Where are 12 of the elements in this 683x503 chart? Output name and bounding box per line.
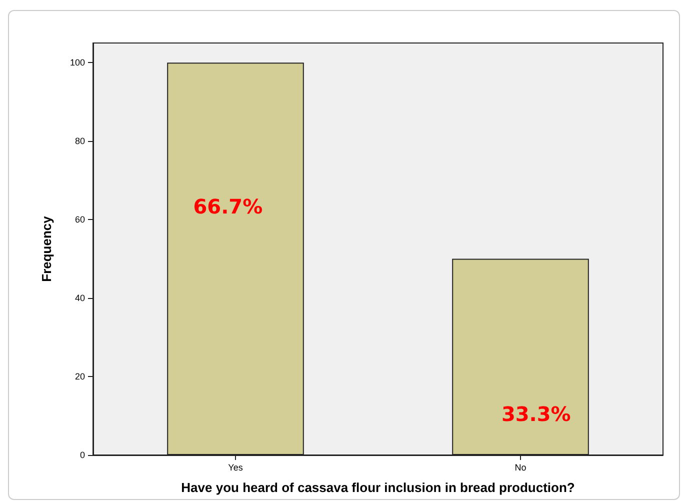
x-tick-label: Yes xyxy=(228,462,244,472)
annotation: 66.7% xyxy=(193,194,263,218)
y-tick-label: 60 xyxy=(74,214,85,225)
y-tick-label: 100 xyxy=(70,58,85,68)
y-tick-label: 80 xyxy=(74,136,85,146)
y-tick-label: 20 xyxy=(74,372,85,382)
y-tick-label: 40 xyxy=(74,293,85,304)
annotation: 33.3% xyxy=(501,402,571,426)
y-tick-label: 0 xyxy=(80,450,85,460)
x-axis-title: Have you heard of cassava flour inclusion in bread production? xyxy=(181,480,575,495)
x-tick-label: No xyxy=(514,462,526,472)
y-axis-title: Frequency xyxy=(39,215,54,282)
